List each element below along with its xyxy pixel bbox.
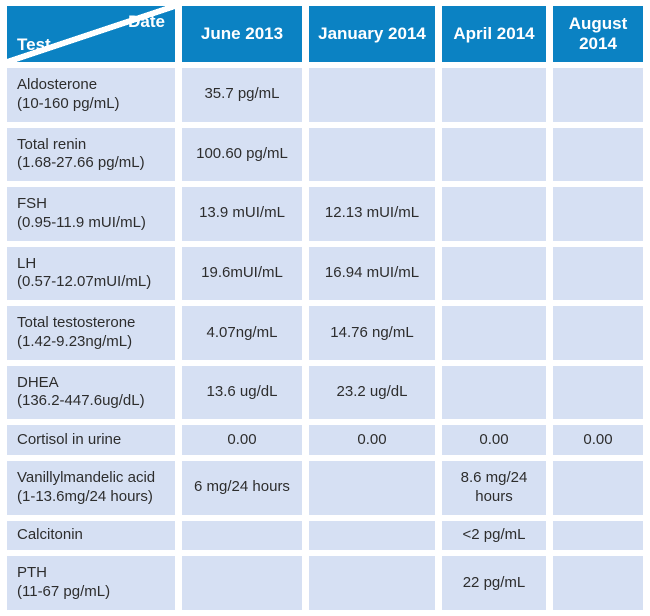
value-cell	[553, 187, 643, 241]
test-name: Total testosterone	[17, 314, 136, 332]
value-cell	[309, 461, 435, 515]
value-cell: 22 pg/mL	[442, 556, 546, 610]
test-cell: LH (0.57-12.07mUI/mL)	[7, 246, 175, 301]
value-cell: 35.7 pg/mL	[182, 68, 302, 122]
value-cell: 6 mg/24 hours	[182, 461, 302, 515]
value-cell	[182, 556, 302, 610]
corner-test-label: Test	[17, 34, 51, 54]
value-cell	[442, 187, 546, 241]
table-row: Total testosterone (1.42-9.23ng/mL) 4.07…	[7, 306, 643, 360]
test-name: DHEA	[17, 373, 59, 391]
test-name: Vanillylmandelic acid	[17, 469, 156, 487]
value-cell	[553, 461, 643, 515]
value-cell	[309, 127, 435, 182]
value-cell	[553, 556, 643, 610]
test-reference-range: (136.2-447.6ug/dL)	[17, 392, 145, 410]
value-cell: 13.6 ug/dL	[182, 365, 302, 420]
value-cell	[442, 68, 546, 122]
test-name: Total renin	[17, 135, 87, 153]
test-name: PTH	[17, 564, 47, 582]
value-cell	[553, 520, 643, 551]
value-cell	[309, 556, 435, 610]
test-name: Calcitonin	[17, 526, 83, 544]
value-cell: 0.00	[553, 425, 643, 456]
test-cell: Aldosterone (10-160 pg/mL)	[7, 68, 175, 122]
test-cell: Cortisol in urine	[7, 425, 175, 456]
value-cell	[442, 127, 546, 182]
value-cell: 8.6 mg/24 hours	[442, 461, 546, 515]
value-cell: 19.6mUI/mL	[182, 246, 302, 301]
test-name: Cortisol in urine	[17, 430, 122, 448]
test-cell: PTH (11-67 pg/mL)	[7, 556, 175, 610]
value-cell	[553, 127, 643, 182]
test-cell: FSH (0.95-11.9 mUI/mL)	[7, 187, 175, 241]
test-cell: Total renin (1.68-27.66 pg/mL)	[7, 127, 175, 182]
value-cell: 12.13 mUI/mL	[309, 187, 435, 241]
value-cell: 0.00	[442, 425, 546, 456]
column-header-august-2014: August 2014	[553, 6, 643, 62]
test-reference-range: (1-13.6mg/24 hours)	[17, 487, 153, 505]
value-cell: <2 pg/mL	[442, 520, 546, 551]
test-reference-range: (1.68-27.66 pg/mL)	[17, 154, 145, 172]
table-row: Cortisol in urine 0.00 0.00 0.00 0.00	[7, 425, 643, 456]
value-cell: 23.2 ug/dL	[309, 365, 435, 420]
value-cell	[442, 365, 546, 420]
value-cell	[553, 306, 643, 360]
value-cell	[309, 68, 435, 122]
value-cell: 16.94 mUI/mL	[309, 246, 435, 301]
value-cell: 13.9 mUI/mL	[182, 187, 302, 241]
test-reference-range: (0.57-12.07mUI/mL)	[17, 273, 152, 291]
table-row: Calcitonin <2 pg/mL	[7, 520, 643, 551]
value-cell: 0.00	[182, 425, 302, 456]
test-cell: Vanillylmandelic acid (1-13.6mg/24 hours…	[7, 461, 175, 515]
value-cell: 14.76 ng/mL	[309, 306, 435, 360]
test-name: LH	[17, 254, 37, 272]
value-cell	[553, 68, 643, 122]
results-body: Aldosterone (10-160 pg/mL) 35.7 pg/mL To…	[7, 68, 643, 610]
test-reference-range: (11-67 pg/mL)	[17, 583, 111, 601]
corner-cell: Date Test	[7, 6, 175, 62]
table-row: LH (0.57-12.07mUI/mL) 19.6mUI/mL 16.94 m…	[7, 246, 643, 301]
value-cell: 4.07ng/mL	[182, 306, 302, 360]
table-row: Vanillylmandelic acid (1-13.6mg/24 hours…	[7, 461, 643, 515]
test-reference-range: (10-160 pg/mL)	[17, 94, 120, 112]
value-cell: 100.60 pg/mL	[182, 127, 302, 182]
table-row: Aldosterone (10-160 pg/mL) 35.7 pg/mL	[7, 68, 643, 122]
value-cell	[182, 520, 302, 551]
test-reference-range: (0.95-11.9 mUI/mL)	[17, 213, 146, 231]
table-row: FSH (0.95-11.9 mUI/mL) 13.9 mUI/mL 12.13…	[7, 187, 643, 241]
test-name: FSH	[17, 195, 47, 213]
column-header-january-2014: January 2014	[309, 6, 435, 62]
column-header-april-2014: April 2014	[442, 6, 546, 62]
value-cell	[309, 520, 435, 551]
test-cell: Total testosterone (1.42-9.23ng/mL)	[7, 306, 175, 360]
header-row: Date Test June 2013 January 2014 April 2…	[7, 6, 643, 62]
table-row: DHEA (136.2-447.6ug/dL) 13.6 ug/dL 23.2 …	[7, 365, 643, 420]
value-cell	[442, 306, 546, 360]
value-cell: 0.00	[309, 425, 435, 456]
test-cell: Calcitonin	[7, 520, 175, 551]
table-row: PTH (11-67 pg/mL) 22 pg/mL	[7, 556, 643, 610]
test-name: Aldosterone	[17, 76, 98, 94]
value-cell	[553, 365, 643, 420]
value-cell	[553, 246, 643, 301]
column-header-june-2013: June 2013	[182, 6, 302, 62]
test-reference-range: (1.42-9.23ng/mL)	[17, 332, 133, 350]
test-cell: DHEA (136.2-447.6ug/dL)	[7, 365, 175, 420]
corner-date-label: Date	[128, 12, 165, 31]
value-cell	[442, 246, 546, 301]
table-row: Total renin (1.68-27.66 pg/mL) 100.60 pg…	[7, 127, 643, 182]
